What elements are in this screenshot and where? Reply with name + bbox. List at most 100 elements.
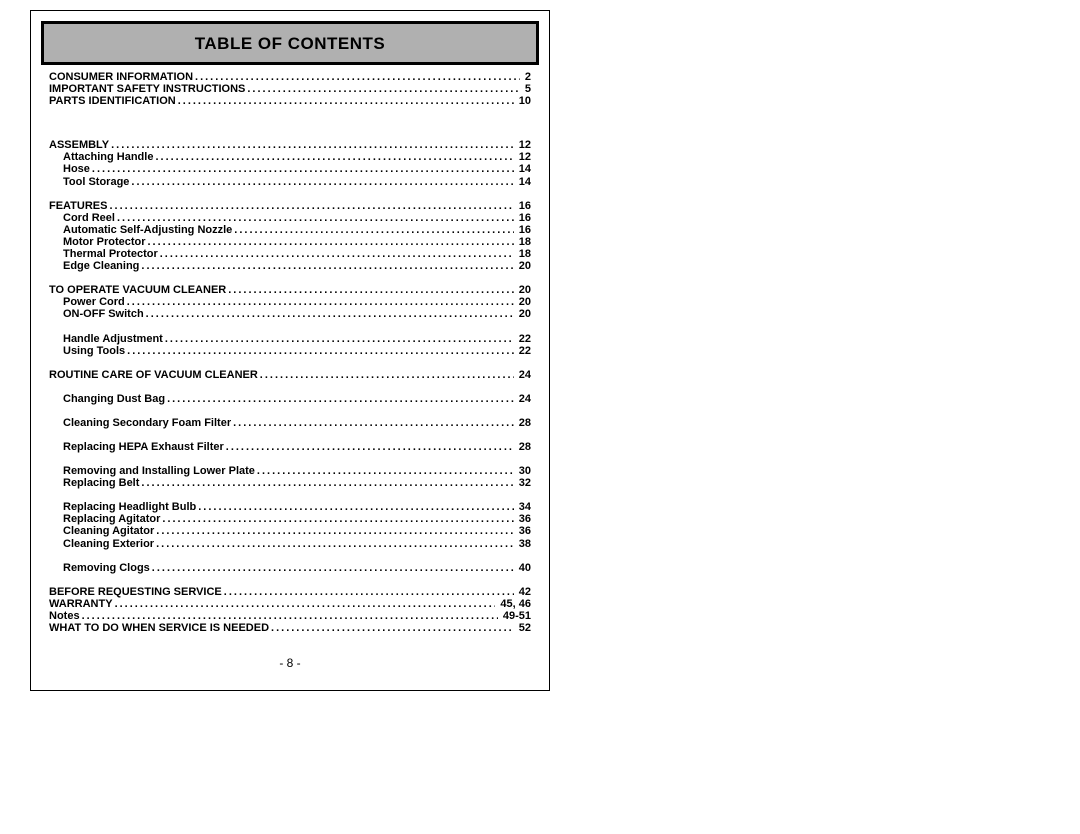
toc-entry-page: 10: [516, 95, 531, 107]
toc-gap: [49, 453, 531, 465]
toc-gap: [49, 429, 531, 441]
toc-leader-dots: [178, 95, 514, 107]
toc-entry: Replacing Agitator36: [49, 513, 531, 525]
toc-entry-page: 24: [516, 369, 531, 381]
toc-entry-label: Hose: [63, 163, 90, 175]
toc-entry-label: TO OPERATE VACUUM CLEANER: [49, 284, 226, 296]
toc-entry-page: 49-51: [500, 610, 531, 622]
toc-entry-label: Cleaning Agitator: [63, 525, 154, 537]
toc-entry-label: Removing and Installing Lower Plate: [63, 465, 255, 477]
toc-entry-page: 40: [516, 562, 531, 574]
toc-entry-page: 38: [516, 538, 531, 550]
toc-leader-dots: [92, 163, 514, 175]
toc-leader-dots: [160, 248, 514, 260]
toc-leader-dots: [131, 176, 513, 188]
toc-entry: Automatic Self-Adjusting Nozzle 16: [49, 224, 531, 236]
toc-entry-page: 20: [516, 296, 531, 308]
toc-entry-page: 22: [516, 333, 531, 345]
toc-entry-label: Changing Dust Bag: [63, 393, 165, 405]
toc-gap: [49, 381, 531, 393]
toc-leader-dots: [233, 417, 514, 429]
toc-leader-dots: [148, 236, 514, 248]
toc-list: CONSUMER INFORMATION2IMPORTANT SAFETY IN…: [49, 71, 531, 634]
toc-entry-label: BEFORE REQUESTING SERVICE: [49, 586, 222, 598]
toc-entry: Motor Protector18: [49, 236, 531, 248]
toc-entry: FEATURES16: [49, 200, 531, 212]
toc-entry-label: Cleaning Exterior: [63, 538, 154, 550]
toc-entry-label: FEATURES: [49, 200, 107, 212]
toc-entry: Replacing HEPA Exhaust Filter28: [49, 441, 531, 453]
toc-entry-page: 28: [516, 417, 531, 429]
toc-leader-dots: [155, 151, 513, 163]
toc-entry-page: 34: [516, 501, 531, 513]
toc-entry-label: Power Cord: [63, 296, 125, 308]
toc-entry-label: ROUTINE CARE OF VACUUM CLEANER: [49, 369, 258, 381]
toc-leader-dots: [165, 333, 514, 345]
toc-entry-page: 12: [516, 151, 531, 163]
toc-leader-dots: [226, 441, 514, 453]
toc-entry: Tool Storage14: [49, 176, 531, 188]
toc-entry-page: 36: [516, 525, 531, 537]
toc-leader-dots: [115, 598, 496, 610]
toc-banner: TABLE OF CONTENTS: [41, 21, 539, 65]
toc-entry: WHAT TO DO WHEN SERVICE IS NEEDED52: [49, 622, 531, 634]
document-page: TABLE OF CONTENTS CONSUMER INFORMATION2I…: [30, 10, 550, 691]
toc-entry-page: 20: [516, 260, 531, 272]
toc-entry: Removing and Installing Lower Plate30: [49, 465, 531, 477]
toc-entry: Attaching Handle12: [49, 151, 531, 163]
toc-entry-label: Replacing Agitator: [63, 513, 160, 525]
toc-entry-page: 12: [516, 139, 531, 151]
toc-entry: ROUTINE CARE OF VACUUM CLEANER 24: [49, 369, 531, 381]
toc-leader-dots: [109, 200, 513, 212]
toc-leader-dots: [234, 224, 513, 236]
toc-leader-dots: [156, 538, 514, 550]
toc-entry-label: Motor Protector: [63, 236, 146, 248]
toc-gap: [49, 489, 531, 501]
toc-leader-dots: [117, 212, 514, 224]
toc-leader-dots: [127, 296, 514, 308]
toc-entry-label: Removing Clogs: [63, 562, 150, 574]
toc-entry-page: 14: [516, 163, 531, 175]
toc-entry-page: 16: [516, 212, 531, 224]
toc-leader-dots: [111, 139, 514, 151]
toc-leader-dots: [195, 71, 520, 83]
toc-entry: IMPORTANT SAFETY INSTRUCTIONS5: [49, 83, 531, 95]
toc-entry-page: 52: [516, 622, 531, 634]
toc-entry-label: Handle Adjustment: [63, 333, 163, 345]
toc-leader-dots: [162, 513, 513, 525]
toc-entry: WARRANTY45, 46: [49, 598, 531, 610]
toc-entry-page: 20: [516, 308, 531, 320]
toc-entry: PARTS IDENTIFICATION 10: [49, 95, 531, 107]
toc-entry: Replacing Headlight Bulb 34: [49, 501, 531, 513]
toc-leader-dots: [141, 477, 513, 489]
toc-entry-page: 42: [516, 586, 531, 598]
toc-entry-label: PARTS IDENTIFICATION: [49, 95, 176, 107]
toc-leader-dots: [228, 284, 514, 296]
toc-entry: Edge Cleaning20: [49, 260, 531, 272]
toc-leader-dots: [247, 83, 520, 95]
toc-leader-dots: [127, 345, 514, 357]
toc-gap: [49, 321, 531, 333]
toc-entry-page: 16: [516, 224, 531, 236]
toc-entry: ON-OFF Switch20: [49, 308, 531, 320]
toc-leader-dots: [82, 610, 498, 622]
toc-gap: [49, 272, 531, 284]
toc-entry-label: Tool Storage: [63, 176, 129, 188]
toc-gap: [49, 550, 531, 562]
toc-leader-dots: [271, 622, 514, 634]
toc-entry-label: Thermal Protector: [63, 248, 158, 260]
toc-entry: Notes49-51: [49, 610, 531, 622]
toc-entry: Using Tools22: [49, 345, 531, 357]
toc-entry-label: Automatic Self-Adjusting Nozzle: [63, 224, 232, 236]
toc-entry-label: WARRANTY: [49, 598, 113, 610]
toc-leader-dots: [260, 369, 514, 381]
toc-entry: CONSUMER INFORMATION2: [49, 71, 531, 83]
toc-gap: [49, 405, 531, 417]
toc-gap: [49, 357, 531, 369]
toc-entry-label: Replacing Headlight Bulb: [63, 501, 196, 513]
toc-gap: [49, 107, 531, 139]
toc-entry-page: 28: [516, 441, 531, 453]
page-number-footer: - 8 -: [31, 656, 549, 670]
toc-leader-dots: [152, 562, 514, 574]
toc-gap: [49, 188, 531, 200]
